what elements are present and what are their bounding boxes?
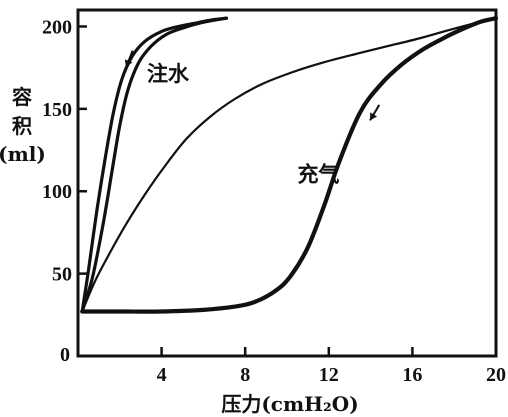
x-tick-label: 16 bbox=[402, 364, 422, 386]
direction-arrow-head bbox=[124, 59, 133, 68]
y-tick-label: 200 bbox=[42, 16, 72, 38]
y-tick-label: 150 bbox=[42, 99, 72, 121]
water-curve-branch bbox=[80, 16, 228, 314]
air-curve-branch bbox=[81, 17, 498, 313]
curve-annotation: 注水 bbox=[147, 61, 190, 86]
y-axis-title-line: 积 bbox=[12, 114, 32, 138]
plot-frame bbox=[76, 8, 498, 358]
y-tick-label: 100 bbox=[42, 181, 72, 203]
x-axis-title: 压力(cmH₂O) bbox=[221, 392, 358, 416]
x-tick-label: 20 bbox=[486, 364, 506, 386]
y-axis-title-line: (ml) bbox=[0, 142, 46, 166]
origin-label: 0 bbox=[60, 344, 70, 366]
air-curve-branch bbox=[80, 16, 499, 314]
x-tick-label: 4 bbox=[157, 364, 167, 386]
curves bbox=[80, 16, 499, 314]
plot-border bbox=[76, 8, 498, 358]
x-tick-label: 8 bbox=[240, 364, 250, 386]
direction-arrows bbox=[124, 50, 381, 121]
y-tick-label: 50 bbox=[52, 264, 72, 286]
y-axis-title-line: 容 bbox=[12, 85, 32, 109]
tick-marks bbox=[78, 25, 498, 356]
curve-annotation: 充气 bbox=[297, 161, 339, 186]
x-tick-label: 12 bbox=[319, 364, 339, 386]
direction-arrow-head bbox=[370, 112, 378, 121]
